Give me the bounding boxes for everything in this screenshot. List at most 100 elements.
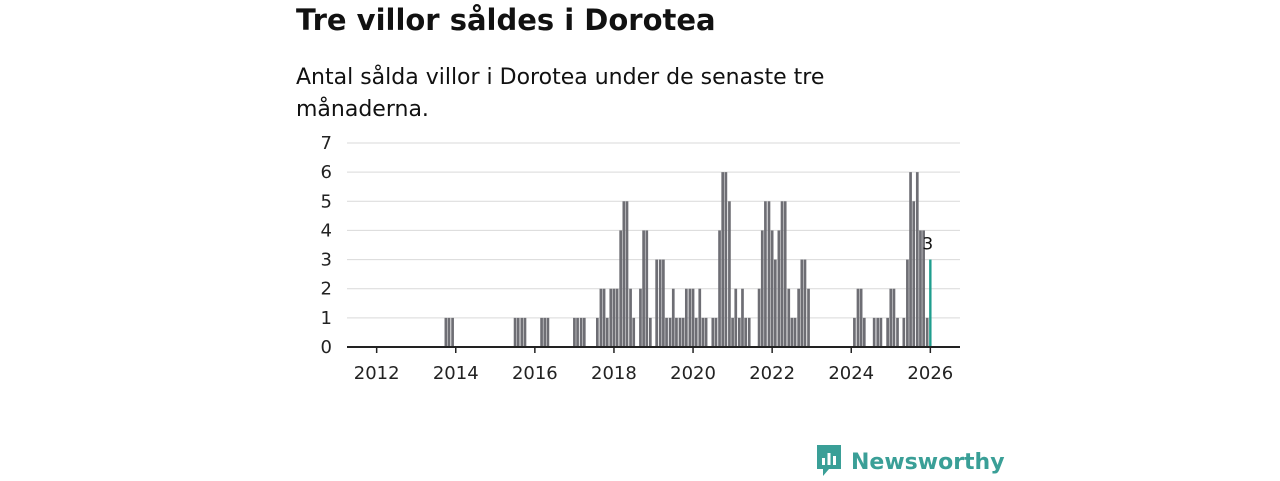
bar-5 [520,317,524,347]
bar-35 [671,288,675,347]
bar-83 [892,288,896,347]
bar-65 [780,201,784,347]
bar-44 [701,317,705,347]
bar-41 [691,288,695,347]
bar-69 [793,317,797,347]
bar-36 [675,317,678,347]
bar-30 [655,259,659,347]
x-tick-label-2020: 2020 [670,363,716,384]
bar-92 [925,317,929,347]
bar-27 [642,230,645,347]
bar-82 [889,288,893,347]
bar-77 [862,317,866,347]
bar-63 [773,259,777,347]
bar-9 [546,317,550,347]
bar-22 [622,201,626,347]
bar-8 [543,317,547,347]
bar-2 [451,317,454,347]
bar-80 [879,317,883,347]
bar-16 [602,288,606,347]
bar-20 [615,288,619,347]
chart-subtitle: Antal sålda villor i Dorotea under de se… [296,65,825,122]
bar-25 [632,317,636,347]
bar-24 [629,288,632,347]
bar-59 [760,230,764,347]
y-tick-label-6: 6 [321,162,332,183]
bar-58 [757,288,761,347]
y-tick-label-0: 0 [321,337,332,358]
bar-85 [902,317,906,347]
bar-64 [777,230,781,347]
bar-23 [625,201,629,347]
y-tick-label-1: 1 [321,308,332,329]
bar-highlight [929,259,932,347]
bar-7 [540,317,543,347]
bar-29 [648,317,652,347]
bar-13 [582,317,586,347]
bar-37 [678,317,682,347]
bar-91 [922,230,925,347]
bar-3 [513,317,517,347]
bar-71 [800,259,804,347]
y-tick-label-4: 4 [321,220,332,241]
bar-18 [609,288,613,347]
bar-54 [737,317,741,347]
bar-61 [767,201,771,347]
x-tick-label-2024: 2024 [828,363,874,384]
bar-66 [783,201,787,347]
bar-32 [662,259,665,347]
bar-48 [718,230,721,347]
bar-79 [876,317,880,347]
bar-42 [694,317,698,347]
bar-4 [516,317,520,347]
bar-81 [886,317,889,347]
x-tick-label-2018: 2018 [591,363,637,384]
x-tick-label-2014: 2014 [433,363,479,384]
bar-50 [724,172,728,347]
bar-52 [731,317,734,347]
bar-49 [721,172,725,347]
bar-78 [872,317,876,347]
bar-14 [595,317,599,347]
bar-0 [444,317,448,347]
bar-31 [658,259,662,347]
bar-70 [797,288,800,347]
y-tick-label-2: 2 [321,279,332,300]
bar-87 [909,172,912,347]
bar-74 [853,317,856,347]
bar-75 [856,288,860,347]
bar-90 [919,230,922,347]
chart-title: Tre villor såldes i Dorotea [296,3,716,37]
y-tick-label-3: 3 [321,250,332,271]
bar-84 [896,317,899,347]
bar-47 [714,317,718,347]
bar-57 [747,317,751,347]
newsworthy-brand-name: Newsworthy [851,449,1005,475]
bar-68 [790,317,794,347]
bar-1 [447,317,451,347]
bar-10 [573,317,576,347]
bar-38 [681,317,685,347]
bar-15 [599,288,603,347]
newsworthy-logo-icon [815,443,843,481]
bar-86 [906,259,909,347]
bar-55 [741,288,744,347]
bar-43 [698,288,702,347]
bar-28 [645,230,649,347]
bar-45 [704,317,708,347]
bar-67 [787,288,791,347]
bar-6 [523,317,527,347]
x-tick-label-2012: 2012 [354,363,400,384]
x-tick-label-2026: 2026 [907,363,953,384]
bar-39 [684,288,688,347]
bar-33 [665,317,668,347]
bar-46 [711,317,715,347]
newsworthy-brand[interactable]: Newsworthy [815,445,1005,479]
x-tick-label-2022: 2022 [749,363,795,384]
bar-highlight-label: 3 [922,235,933,255]
bar-73 [807,288,810,347]
bar-21 [619,230,623,347]
bar-34 [668,317,672,347]
bar-62 [770,230,774,347]
